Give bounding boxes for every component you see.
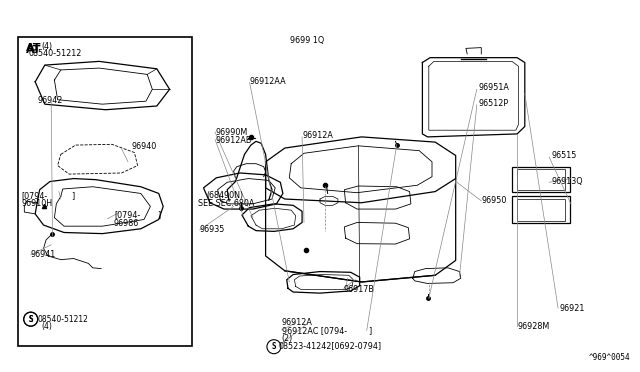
Text: 96950: 96950 <box>481 196 507 205</box>
Bar <box>517 199 565 221</box>
Text: [0794-: [0794- <box>22 191 48 200</box>
Text: SEE SEC.680A: SEE SEC.680A <box>198 199 255 208</box>
Text: 96941: 96941 <box>31 250 56 259</box>
Text: 96910H: 96910H <box>22 199 53 208</box>
Text: 08523-41242[0692-0794]: 08523-41242[0692-0794] <box>278 341 381 350</box>
Text: 08540-51212: 08540-51212 <box>37 315 88 324</box>
Text: 96935: 96935 <box>200 225 225 234</box>
Bar <box>512 196 570 223</box>
Text: 96942: 96942 <box>37 96 63 105</box>
Text: ]: ] <box>368 326 371 335</box>
Bar <box>18 37 192 346</box>
Text: (4): (4) <box>42 42 52 51</box>
Bar <box>512 167 570 192</box>
Text: 96917B: 96917B <box>344 285 374 294</box>
Text: 96990M: 96990M <box>215 128 247 137</box>
Text: (68490N): (68490N) <box>206 191 243 200</box>
Text: 08540-51212: 08540-51212 <box>28 49 81 58</box>
Text: 96912AA: 96912AA <box>250 77 286 86</box>
Text: 96912AC [0794-: 96912AC [0794- <box>282 326 347 335</box>
Text: AT: AT <box>26 44 41 53</box>
Text: 96986: 96986 <box>114 219 139 228</box>
Text: 96940: 96940 <box>132 142 157 151</box>
Text: 9699 1Q: 9699 1Q <box>290 36 324 45</box>
Text: (2): (2) <box>282 334 293 343</box>
Text: ]: ] <box>157 211 160 219</box>
Text: 96921: 96921 <box>560 304 586 312</box>
Text: 96951A: 96951A <box>479 83 509 92</box>
Text: 96912A: 96912A <box>302 131 333 140</box>
Bar <box>517 169 565 190</box>
Text: S: S <box>28 315 33 324</box>
Text: S: S <box>271 342 276 351</box>
Text: (4): (4) <box>42 322 52 331</box>
Text: AT: AT <box>26 45 41 55</box>
Text: 96928M: 96928M <box>517 322 549 331</box>
Text: 96912A: 96912A <box>282 318 312 327</box>
Text: 96512P: 96512P <box>479 99 509 108</box>
Text: 96913Q: 96913Q <box>552 177 583 186</box>
Text: S: S <box>28 315 33 324</box>
Text: 96912AB: 96912AB <box>215 136 252 145</box>
Text: ^969^0054: ^969^0054 <box>589 353 630 362</box>
Text: [0794-: [0794- <box>114 211 140 219</box>
Text: 96515: 96515 <box>552 151 577 160</box>
Text: ]: ] <box>72 191 75 200</box>
